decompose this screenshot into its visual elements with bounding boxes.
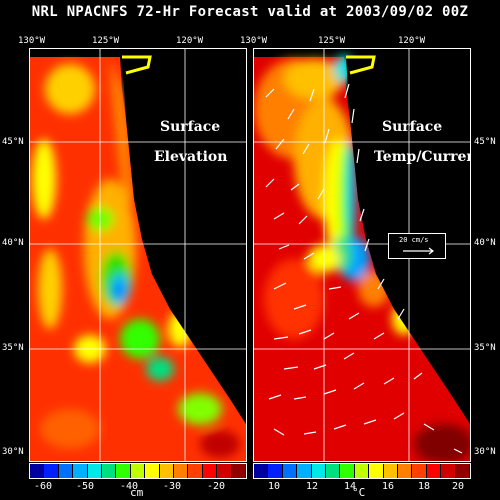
colorbar-swatch (87, 464, 103, 478)
lon-label-125w: 125°W (92, 36, 120, 46)
colorbar-swatch (188, 464, 203, 478)
colorbar-swatch (174, 464, 189, 478)
lon-label-125w-right: 125°W (318, 36, 346, 46)
colorbar-swatch (145, 464, 160, 478)
elev-tick-2: -40 (120, 481, 139, 492)
lat-label-30n-right: 30°N (474, 447, 496, 457)
temp-tick-3: 16 (382, 481, 395, 492)
current-vectors (265, 83, 463, 454)
vector-scale-arrow (403, 247, 434, 255)
elevation-label-line1: Surface (160, 119, 221, 135)
elev-tick-4: -20 (207, 481, 226, 492)
elevation-colorbar (29, 463, 247, 479)
colorbar-swatch (311, 464, 327, 478)
colorbar-swatch (426, 464, 442, 478)
colorbar-swatch (412, 464, 427, 478)
lon-label-120w: 120°W (176, 36, 204, 46)
colorbar-swatch (130, 464, 146, 478)
colorbar-swatch (297, 464, 312, 478)
colorbar-swatch (231, 464, 247, 478)
colorbar-swatch (116, 464, 131, 478)
temp-tick-1: 12 (306, 481, 319, 492)
vector-scale-label: 20 cm/s (399, 236, 429, 244)
lon-label-130w-right: 130°W (240, 36, 268, 46)
lat-label-30n: 30°N (2, 447, 24, 457)
temp-label-line1: Surface (382, 119, 443, 135)
colorbar-swatch (44, 464, 59, 478)
lat-label-35n-right: 35°N (474, 343, 496, 353)
colorbar-swatch (398, 464, 413, 478)
vector-scale-legend: 20 cm/s (388, 233, 446, 259)
elev-tick-1: -50 (76, 481, 95, 492)
lon-label-130w: 130°W (18, 36, 46, 46)
temp-tick-5: 20 (452, 481, 465, 492)
colorbar-swatch (326, 464, 341, 478)
colorbar-swatch (254, 464, 269, 478)
colorbar-swatch (282, 464, 298, 478)
colorbar-swatch (268, 464, 283, 478)
temp-tick-0: 10 (268, 481, 281, 492)
temp-tick-4: 18 (418, 481, 431, 492)
temp-tick-2: 14 (344, 481, 357, 492)
elevation-unit: cm (130, 486, 144, 499)
colorbar-swatch (102, 464, 117, 478)
temp-label-line2: Temp/Current (374, 149, 470, 165)
elevation-map-panel: Surface Elevation (29, 48, 247, 462)
colorbar-swatch (441, 464, 456, 478)
lat-label-35n: 35°N (2, 343, 24, 353)
colorbar-swatch (340, 464, 355, 478)
colorbar-swatch (383, 464, 399, 478)
colorbar-swatch (369, 464, 384, 478)
colorbar-swatch (159, 464, 175, 478)
lat-label-40n-right: 40°N (474, 238, 496, 248)
elevation-label-line2: Elevation (154, 149, 228, 165)
elev-tick-0: -60 (34, 481, 53, 492)
colorbar-swatch (354, 464, 370, 478)
figure-title: NRL NPACNFS 72-Hr Forecast valid at 2003… (31, 4, 469, 20)
colorbar-swatch (30, 464, 45, 478)
elev-tick-3: -30 (163, 481, 182, 492)
lon-label-120w-right: 120°W (398, 36, 426, 46)
elevation-map (30, 49, 246, 461)
temperature-unit: °C (352, 486, 366, 499)
lat-label-45n-right: 45°N (474, 137, 496, 147)
colorbar-swatch (455, 464, 471, 478)
colorbar-swatch (202, 464, 218, 478)
lat-label-40n: 40°N (2, 238, 24, 248)
lat-label-45n: 45°N (2, 137, 24, 147)
colorbar-swatch (217, 464, 232, 478)
temperature-colorbar (253, 463, 471, 479)
colorbar-swatch (58, 464, 74, 478)
colorbar-swatch (73, 464, 88, 478)
